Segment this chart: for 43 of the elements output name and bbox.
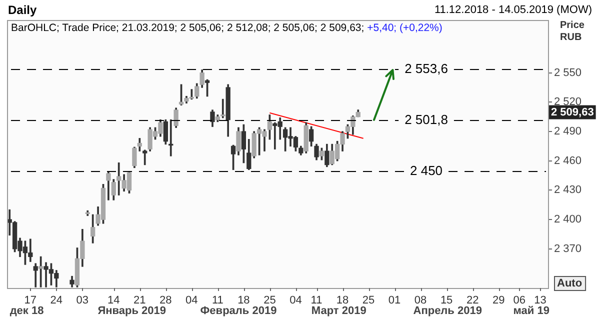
- x-tick-label: 15: [440, 294, 453, 307]
- x-tick-label: 14: [108, 294, 120, 307]
- x-tick-label: 04: [290, 294, 302, 307]
- x-tick-label: 08: [414, 294, 427, 307]
- y-tick-label: 2 490: [554, 126, 582, 138]
- x-tick-label: 06: [513, 294, 526, 307]
- x-tick-label: 29: [492, 294, 505, 307]
- x-tick-label: 18: [336, 294, 349, 307]
- x-tick-label: 25: [264, 294, 276, 307]
- x-tick-label: 01: [388, 294, 401, 307]
- text: Апрель 2019: [413, 305, 482, 318]
- text: Март 2019: [311, 305, 366, 318]
- x-tick-label: 28: [160, 294, 172, 307]
- x-tick-label: 04: [186, 294, 198, 307]
- y-tick-label: 2 550: [554, 66, 582, 79]
- x-tick-label: 24: [50, 294, 63, 307]
- y-tick-label: 2 370: [554, 242, 582, 255]
- ref-line-label: 2 501,8: [404, 112, 448, 128]
- chart-title: Daily: [8, 3, 37, 17]
- x-tick-label: 18: [238, 294, 250, 307]
- ref-line-label: 2 450: [410, 163, 443, 178]
- annotation: +5,40; (+0,22%): [367, 22, 442, 34]
- x-tick-label: 21: [134, 294, 146, 307]
- chart-subtitle: BarOHLC; Trade Price; 21.03.2019; 2 505,06; 2 512,08; 2 505,06; 2 509,63;: [11, 22, 364, 34]
- x-tick-label: 25: [362, 294, 375, 307]
- text: май 19: [513, 305, 550, 318]
- y-tick-label: 2 460: [554, 154, 582, 167]
- text: Auto: [557, 278, 582, 290]
- text: 2 509,63: [551, 106, 594, 118]
- x-tick-label: 13: [534, 294, 546, 307]
- y-axis-title: Price RUB: [560, 20, 586, 44]
- text: Февраль 2019: [200, 305, 277, 318]
- x-tick-label: 11: [310, 294, 322, 307]
- x-tick-label: 22: [466, 294, 479, 307]
- text: 11.12.2018 - 14.05.2019 (MOW): [434, 4, 592, 16]
- text: Январь 2019: [98, 305, 166, 318]
- y-tick-label: 2 430: [554, 184, 582, 196]
- x-tick-label: 17: [24, 294, 37, 307]
- y-tick-label: 2 400: [554, 214, 582, 226]
- x-tick-label: 03: [76, 294, 89, 307]
- x-tick-label: 11: [212, 294, 224, 307]
- text: дек 18: [10, 305, 44, 318]
- ref-line-label: 2 553,6: [404, 61, 448, 76]
